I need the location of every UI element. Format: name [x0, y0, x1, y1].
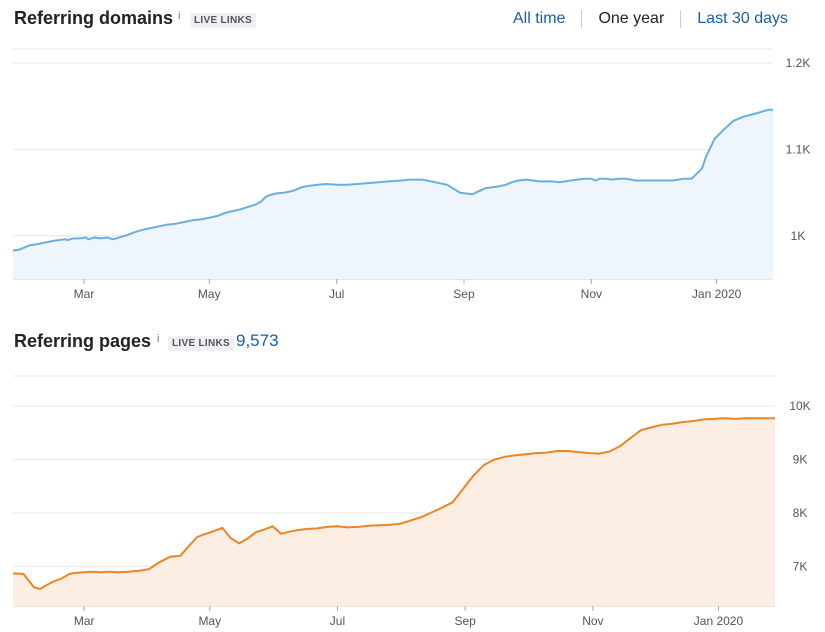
pages-x-tick-label: Jul	[330, 614, 345, 628]
domains-y-tick-label: 1.2K	[786, 56, 811, 70]
domains-y-tick-label: 1K	[791, 229, 806, 243]
referring-domains-chart: 1K 1.1K 1.2K Mar May Jul Sep Nov Jan 2020	[12, 48, 811, 301]
pages-series-line	[12, 417, 775, 590]
pages-y-tick-label: 10K	[789, 399, 810, 413]
domains-x-tick-label: Nov	[581, 287, 602, 301]
pages-y-tick-label: 9K	[793, 453, 808, 467]
referring-domains-title: Referring domains	[14, 8, 174, 28]
referring-pages-badge: LIVE LINKS	[168, 336, 235, 351]
pages-x-tick-label: Sep	[454, 614, 476, 628]
domains-x-tick-label: Sep	[453, 287, 475, 301]
time-range-tabs: All time One year Last 30 days	[513, 10, 788, 28]
referring-domains-badge: LIVE LINKS	[190, 13, 257, 28]
referring-pages-count: 9,573	[236, 331, 279, 350]
tab-one-year[interactable]: One year	[598, 10, 665, 27]
domains-y-tick-label: 1.1K	[786, 142, 811, 156]
referring-pages-title: Referring pages	[14, 331, 152, 351]
tab-last-30-days[interactable]: Last 30 days	[697, 10, 788, 27]
referring-domains-info-icon[interactable]: i	[178, 10, 181, 22]
pages-x-tick-label: Nov	[582, 614, 603, 628]
domains-series-line	[12, 108, 773, 252]
tab-divider	[680, 10, 682, 28]
pages-y-tick-label: 7K	[793, 559, 808, 573]
domains-x-tick-label: May	[198, 287, 221, 301]
domains-x-tick-label: Jul	[329, 287, 344, 301]
domains-x-tick-label: Jan 2020	[692, 287, 742, 301]
domains-x-tick-label: Mar	[74, 287, 95, 301]
pages-area-fill	[13, 418, 775, 606]
pages-x-tick-label: May	[198, 614, 221, 628]
domains-area-fill	[13, 109, 773, 279]
tab-divider	[581, 10, 583, 28]
pages-x-tick-label: Jan 2020	[694, 614, 744, 628]
pages-y-tick-label: 8K	[793, 506, 808, 520]
tab-all-time[interactable]: All time	[513, 10, 566, 27]
referring-pages-info-icon[interactable]: i	[157, 333, 160, 345]
pages-x-tick-label: Mar	[74, 614, 95, 628]
